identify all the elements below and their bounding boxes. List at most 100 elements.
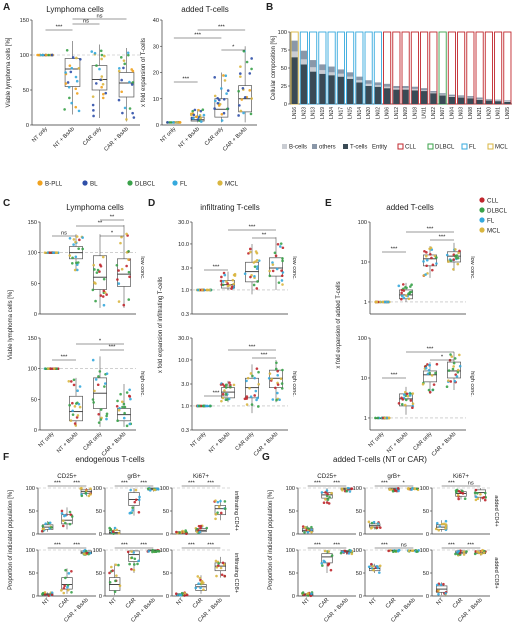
- data-point: [274, 367, 278, 371]
- entity-outline-bar: [484, 31, 493, 105]
- data-point: [217, 564, 220, 567]
- significance-label: ***: [261, 353, 269, 359]
- data-point: [60, 512, 64, 515]
- significance-label: ns: [468, 481, 474, 487]
- panel-title: Lymphoma cells: [66, 203, 124, 212]
- data-point: [255, 398, 258, 402]
- data-point: [75, 261, 78, 265]
- category-label: NT: [176, 597, 186, 607]
- category-label: LN11: [422, 107, 428, 119]
- panel-d-high-chart: 0.3 1.0 3.0 10.0 30.0 NT only NT + BsAb CAR onl…: [178, 336, 297, 458]
- data-point: [174, 592, 178, 596]
- category-label: LN12: [394, 107, 400, 119]
- data-point: [199, 586, 202, 590]
- data-point: [400, 403, 404, 406]
- y-tick-label: 0: [292, 532, 295, 538]
- stacked-bar-segment: [411, 88, 418, 91]
- data-point: [221, 396, 225, 400]
- data-point: [452, 365, 455, 368]
- stacked-bar-segment: [384, 88, 391, 104]
- data-point: [386, 300, 390, 304]
- legend-swatch: [282, 144, 287, 149]
- facet-label: low conc.: [139, 256, 145, 280]
- stacked-bar-segment: [411, 90, 418, 104]
- data-point: [402, 296, 406, 300]
- data-point: [120, 235, 123, 239]
- data-point: [110, 565, 113, 569]
- y-axis-title: x fold expansion of added T-cells: [336, 281, 342, 368]
- data-point: [309, 594, 313, 598]
- data-point: [121, 111, 124, 115]
- significance-label: ***: [391, 373, 399, 379]
- box: [399, 289, 413, 300]
- significance-label: ***: [218, 25, 226, 31]
- panel-letter: D: [148, 198, 155, 209]
- panel-a-lymphoma-chart: 0 50 100 150 NT only NT + BsAb CAR only CAR + B…: [6, 14, 140, 153]
- data-point: [329, 568, 333, 572]
- data-point: [101, 96, 105, 100]
- data-point: [253, 394, 256, 397]
- data-point: [219, 87, 223, 90]
- data-point: [81, 236, 84, 239]
- y-tick-label: 10: [361, 376, 367, 382]
- stacked-bar-segment: [458, 95, 465, 97]
- category-label: LN07: [440, 107, 446, 119]
- data-point: [120, 267, 124, 271]
- y-tick-label: 30.0: [178, 220, 189, 226]
- category-label: LN01: [496, 107, 502, 119]
- category-label: NT only: [38, 431, 56, 449]
- facet-label: high conc.: [469, 371, 475, 397]
- data-point: [247, 252, 250, 255]
- data-point: [225, 92, 228, 95]
- data-point: [442, 582, 445, 586]
- data-point: [435, 521, 439, 525]
- category-label: NT: [109, 597, 119, 607]
- data-point: [128, 275, 131, 279]
- data-point: [281, 271, 285, 274]
- stacked-bar-segment: [374, 85, 381, 87]
- data-point: [147, 550, 151, 553]
- data-point: [185, 593, 189, 597]
- data-point: [458, 353, 461, 357]
- data-point: [229, 385, 232, 389]
- data-point: [180, 591, 184, 595]
- data-point: [330, 491, 333, 495]
- data-point: [97, 375, 100, 378]
- data-point: [64, 71, 67, 74]
- data-point: [133, 500, 137, 504]
- category-label: LN16: [292, 107, 298, 119]
- data-point: [99, 294, 103, 297]
- data-point: [281, 246, 285, 250]
- column-header: grB+: [127, 473, 141, 480]
- category-label: LN21: [477, 107, 483, 119]
- data-point: [156, 549, 159, 553]
- data-point: [191, 117, 195, 120]
- data-point: [117, 69, 121, 73]
- data-point: [226, 398, 229, 401]
- stacked-bar-segment: [485, 99, 492, 101]
- data-point: [75, 79, 79, 83]
- data-point: [105, 417, 108, 421]
- data-point: [94, 378, 98, 381]
- data-point: [255, 259, 259, 262]
- stacked-bar-segment: [365, 80, 372, 84]
- data-point: [100, 57, 103, 61]
- stacked-bar-segment: [439, 94, 446, 96]
- data-point: [123, 106, 127, 110]
- data-point: [130, 550, 133, 553]
- data-point: [228, 381, 231, 384]
- legend-label: others: [319, 145, 336, 151]
- data-point: [428, 363, 431, 367]
- box: [117, 258, 131, 287]
- data-point: [105, 293, 108, 296]
- category-label: CAR: [58, 597, 71, 610]
- data-point: [250, 67, 253, 71]
- data-point: [117, 563, 120, 567]
- stacked-bar-segment: [356, 82, 363, 104]
- data-point: [254, 389, 258, 393]
- entity-outline-bar: [447, 31, 456, 105]
- data-point: [370, 562, 373, 566]
- data-point: [456, 368, 460, 372]
- stacked-bar-segment: [476, 97, 483, 99]
- category-label: LN03: [459, 107, 465, 119]
